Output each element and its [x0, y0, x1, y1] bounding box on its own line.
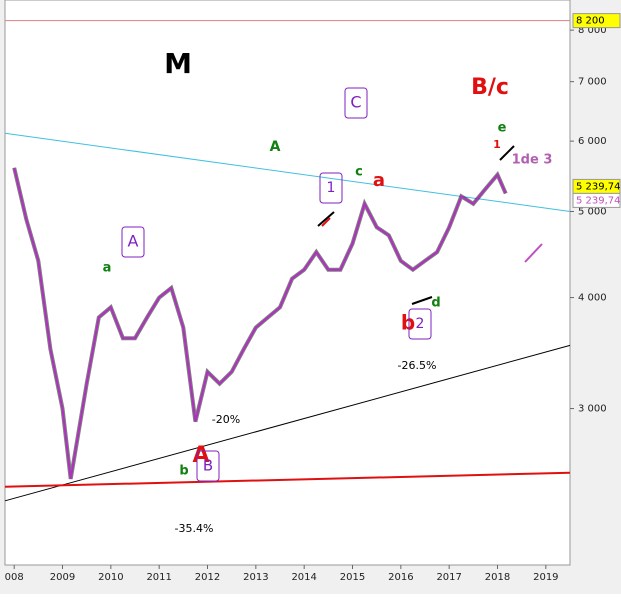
price-tag — [572, 13, 621, 29]
x-tick-label: 2014 — [291, 572, 316, 583]
annotation: 1 — [327, 180, 336, 196]
price-tag-label: 5 239,74 — [576, 181, 621, 192]
x-tick-label: 008 — [5, 572, 24, 583]
trend-line — [4, 471, 571, 488]
y-tick-label: 4 000 — [578, 293, 607, 304]
annotation: a — [373, 170, 385, 191]
x-tick-label: 2012 — [195, 572, 220, 583]
trend-line — [4, 344, 571, 502]
annotation: B — [203, 457, 213, 475]
price-tag-label: 5 239,74 — [576, 195, 621, 206]
plot-area — [4, 0, 571, 566]
annotation: 1de 3 — [512, 153, 553, 168]
x-tick-label: 2017 — [436, 572, 461, 583]
y-tick-label: 5 000 — [578, 206, 607, 217]
price-tag — [572, 192, 621, 208]
x-tick-label: 2016 — [388, 572, 413, 583]
annotation: B/c — [471, 75, 509, 100]
x-tick-label: 2018 — [485, 572, 510, 583]
annotation-box — [196, 450, 220, 482]
annotation: d — [431, 296, 440, 311]
x-tick-label: 2019 — [533, 572, 558, 583]
annotation: M — [164, 47, 192, 80]
price-tag-label: 8 200 — [576, 16, 605, 27]
annotation: -35.4% — [175, 522, 214, 535]
y-tick-label: 8 000 — [578, 25, 607, 36]
annotation-box — [319, 172, 343, 204]
x-tick-label: 2010 — [98, 572, 123, 583]
annotation-box — [408, 308, 432, 340]
price-line — [13, 167, 507, 480]
annotation: A — [128, 232, 139, 251]
wave-marks — [317, 145, 543, 305]
annotation: A — [270, 139, 281, 155]
annotation: -20% — [212, 413, 240, 426]
annotation: e — [498, 121, 507, 136]
annotation: a — [103, 261, 112, 276]
annotation: 2 — [416, 316, 425, 332]
x-tick-label: 2011 — [146, 572, 171, 583]
annotation-box — [121, 226, 145, 258]
y-tick-label: 3 000 — [578, 404, 607, 415]
annotation: 1 — [493, 138, 501, 151]
y-tick-label: 7 000 — [578, 77, 607, 88]
x-tick-label: 2009 — [50, 572, 75, 583]
annotation: -26.5% — [398, 359, 437, 372]
annotation-box — [344, 87, 368, 119]
annotation: C — [350, 93, 361, 112]
x-tick-label: 2013 — [243, 572, 268, 583]
y-tick-label: 6 000 — [578, 136, 607, 147]
x-tick-label: 2015 — [340, 572, 365, 583]
annotation: c — [355, 165, 363, 180]
annotation: b — [401, 311, 415, 335]
annotation: b — [179, 464, 188, 479]
